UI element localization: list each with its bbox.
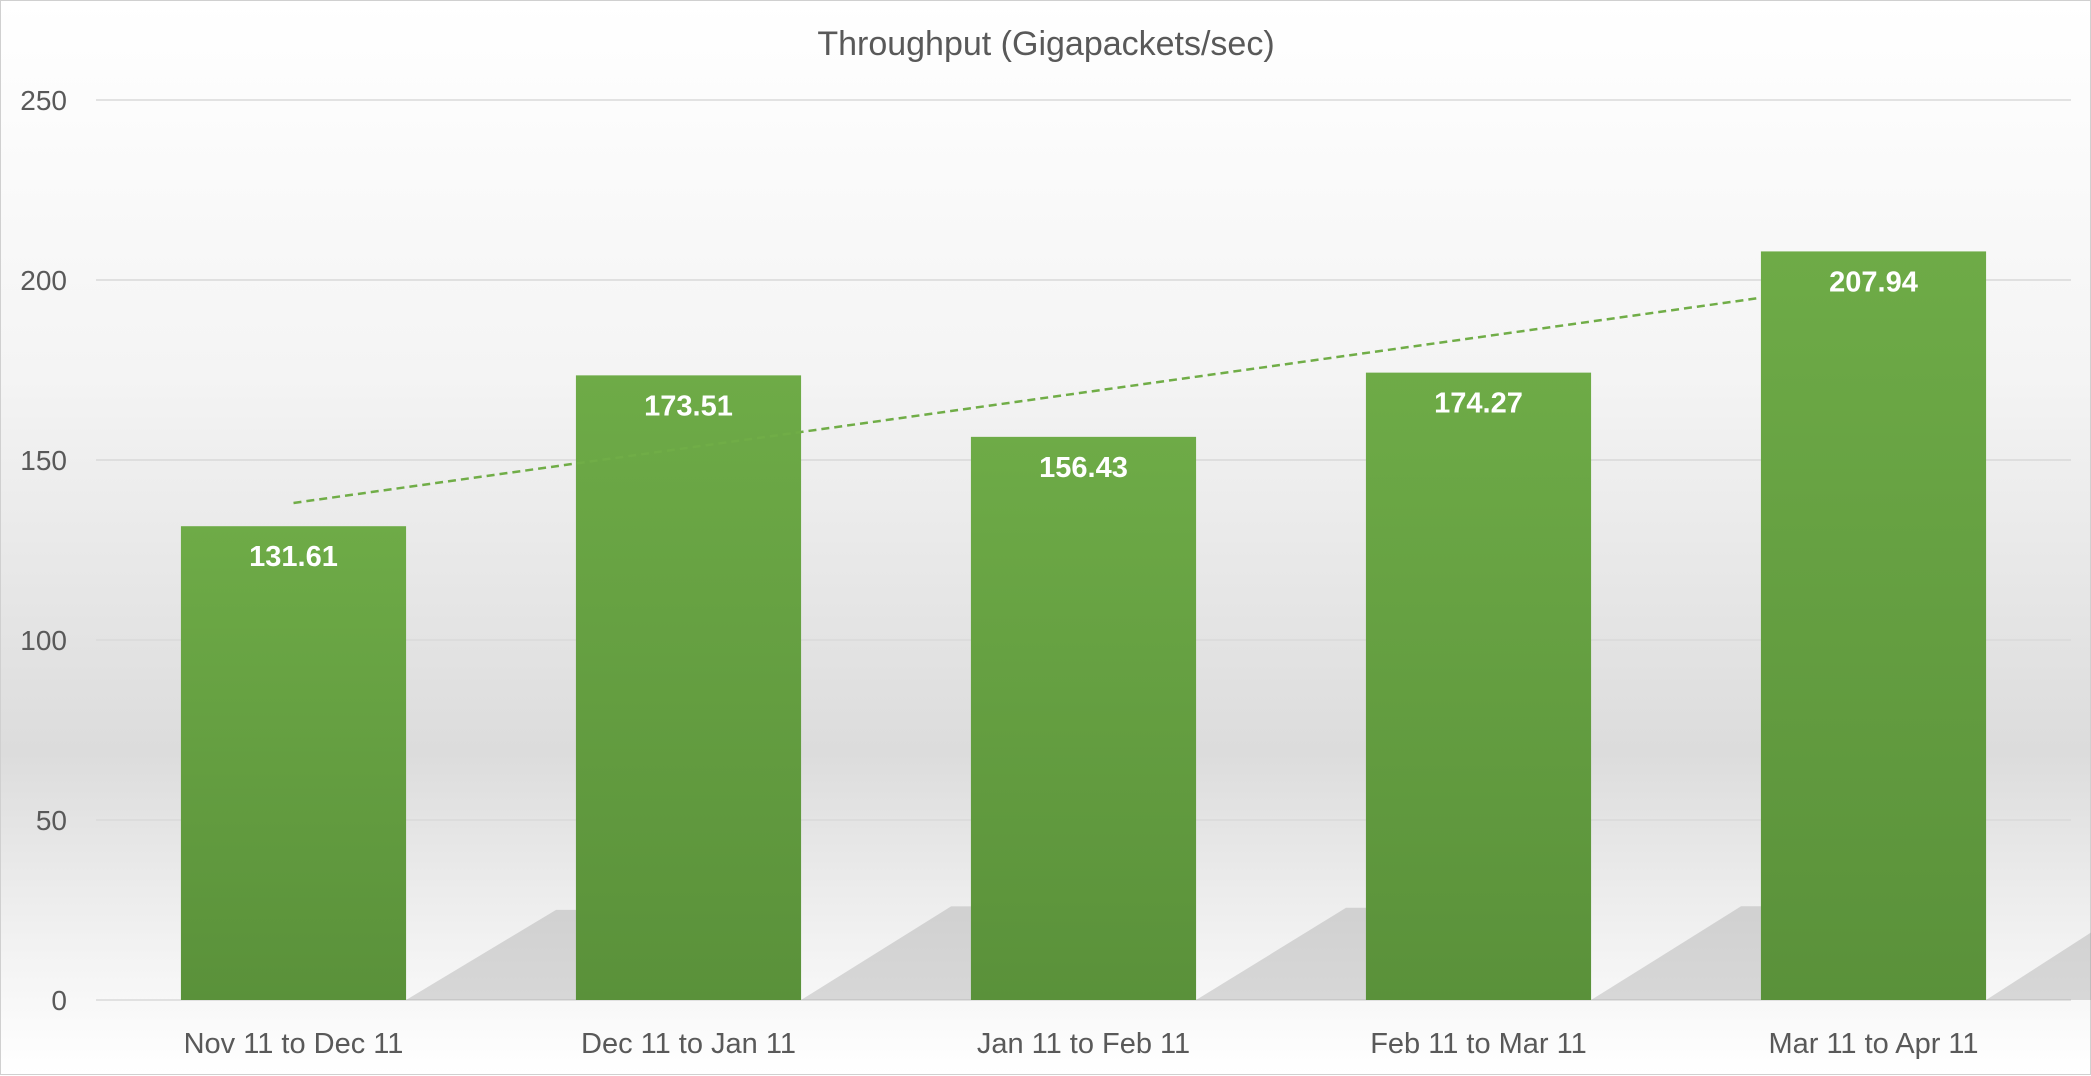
data-labels: 131.61 173.51 156.43 174.27 207.94 xyxy=(249,266,1918,573)
data-label: 174.27 xyxy=(1434,388,1523,420)
x-tick-label: Jan 11 to Feb 11 xyxy=(977,1028,1190,1060)
bars xyxy=(180,251,1987,1000)
bar xyxy=(575,375,802,1000)
x-tick-label: Feb 11 to Mar 11 xyxy=(1370,1028,1587,1060)
y-tick-label: 50 xyxy=(36,805,67,836)
chart-title: Throughput (Gigapackets/sec) xyxy=(817,25,1274,63)
data-label: 173.51 xyxy=(644,390,733,422)
bar xyxy=(180,526,407,1000)
x-tick-label: Nov 11 to Dec 11 xyxy=(184,1028,404,1060)
data-label: 156.43 xyxy=(1039,452,1128,484)
y-tick-label: 250 xyxy=(20,85,67,116)
bar xyxy=(1760,251,1987,1000)
bar-shadow xyxy=(1986,932,2091,1000)
bar xyxy=(970,436,1197,1000)
x-tick-label: Dec 11 to Jan 11 xyxy=(581,1028,796,1060)
y-tick-label: 100 xyxy=(20,625,67,656)
x-tick-label: Mar 11 to Apr 11 xyxy=(1768,1028,1978,1060)
x-axis: Nov 11 to Dec 11 Dec 11 to Jan 11 Jan 11 t… xyxy=(184,1028,1979,1060)
data-label: 131.61 xyxy=(249,541,338,573)
y-tick-label: 0 xyxy=(51,985,67,1016)
y-tick-label: 150 xyxy=(20,445,67,476)
bar xyxy=(1365,372,1592,1000)
y-tick-label: 200 xyxy=(20,265,67,296)
data-label: 207.94 xyxy=(1829,266,1918,298)
y-axis: 0 50 100 150 200 250 xyxy=(20,85,67,1016)
